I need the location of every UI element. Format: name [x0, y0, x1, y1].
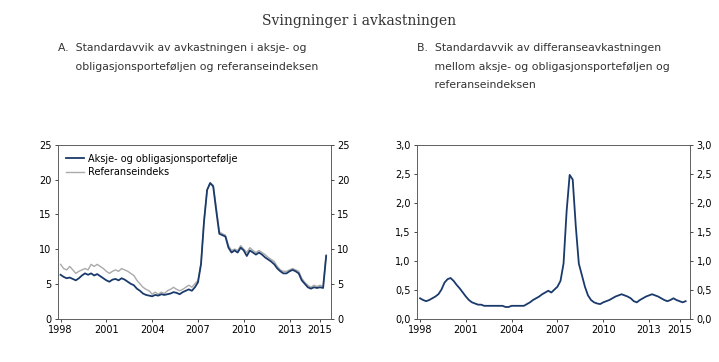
Text: obligasjonsporteføljen og referanseindeksen: obligasjonsporteføljen og referanseindek…	[58, 62, 318, 72]
Text: mellom aksje- og obligasjonsporteføljen og: mellom aksje- og obligasjonsporteføljen …	[417, 62, 670, 72]
Legend: Aksje- og obligasjonsportefølje, Referanseindeks: Aksje- og obligasjonsportefølje, Referan…	[63, 150, 241, 181]
Text: referanseindeksen: referanseindeksen	[417, 80, 536, 90]
Text: A.  Standardavvik av avkastningen i aksje- og: A. Standardavvik av avkastningen i aksje…	[58, 43, 306, 54]
Text: B.  Standardavvik av differanseavkastningen: B. Standardavvik av differanseavkastning…	[417, 43, 661, 54]
Text: Svingninger i avkastningen: Svingninger i avkastningen	[262, 14, 457, 29]
